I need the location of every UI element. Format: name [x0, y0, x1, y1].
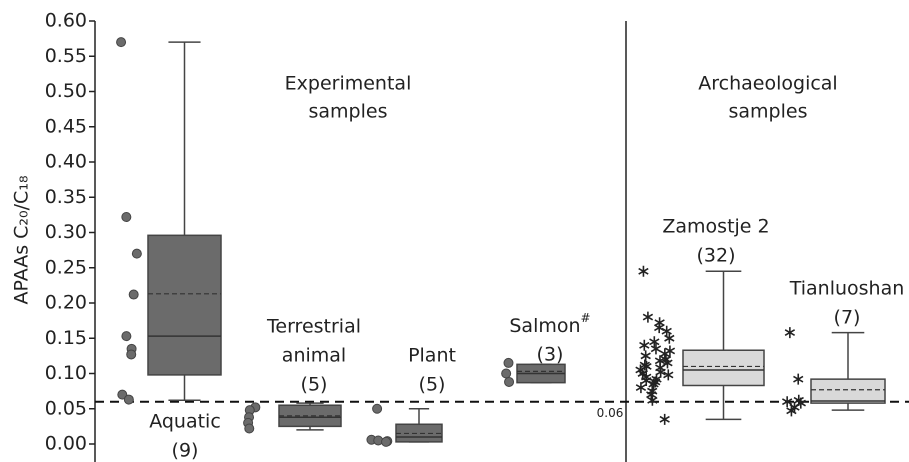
- data-point: [126, 349, 137, 360]
- y-tick-label: 0.45: [45, 115, 87, 137]
- data-point: [635, 382, 647, 394]
- group-count: (5): [419, 374, 446, 396]
- data-point: [501, 368, 512, 379]
- data-point: [649, 336, 660, 348]
- data-point: [639, 339, 650, 351]
- box: [810, 378, 886, 404]
- y-axis-label: APAAs C₂₀/C₁₈: [11, 175, 33, 304]
- y-tick-label: 0.15: [45, 327, 87, 349]
- data-point: [642, 311, 654, 323]
- data-point: [635, 364, 646, 376]
- data-point: [504, 376, 515, 387]
- data-point: [646, 389, 657, 401]
- y-tick-label: 0.00: [45, 433, 87, 455]
- group-label: Aquatic: [149, 411, 221, 433]
- data-point: [782, 396, 793, 408]
- group-label-text: Salmon: [509, 315, 580, 337]
- y-tick-label: 0.40: [45, 151, 87, 173]
- y-tick-label: 0.55: [45, 45, 87, 67]
- data-point: [659, 413, 670, 425]
- data-point: [117, 389, 128, 400]
- section-label: Archaeological: [698, 73, 837, 95]
- y-tick-label: 0.05: [45, 397, 87, 419]
- section-label: Experimental: [285, 73, 412, 95]
- section-label: samples: [729, 101, 808, 123]
- data-point: [372, 403, 383, 414]
- box: [395, 423, 443, 443]
- group-label: animal: [282, 345, 346, 367]
- data-point: [786, 405, 797, 417]
- group-label: Plant: [408, 345, 456, 367]
- y-tick-label: 0.20: [45, 292, 87, 314]
- data-point: [659, 348, 671, 360]
- data-point: [121, 211, 132, 222]
- y-tick-label: 0.50: [45, 80, 87, 102]
- data-point: [121, 331, 132, 342]
- group-count: (3): [537, 344, 564, 366]
- data-point: [131, 248, 142, 259]
- group-label: Zamostje 2: [662, 216, 769, 238]
- box: [147, 234, 222, 376]
- data-point: [381, 436, 392, 447]
- group-label: Salmon#: [509, 311, 590, 337]
- data-point: [664, 332, 675, 344]
- section-label: samples: [309, 101, 388, 123]
- group-count: (5): [301, 374, 328, 396]
- data-point: [655, 366, 666, 378]
- data-point: [784, 327, 796, 339]
- data-point: [663, 369, 674, 381]
- group-label: Tianluoshan: [789, 278, 905, 300]
- y-tick-label: 0.25: [45, 256, 87, 278]
- data-point: [503, 357, 514, 368]
- y-tick-label: 0.60: [45, 10, 87, 32]
- group-label: Terrestrial: [266, 316, 361, 338]
- data-point: [244, 423, 255, 434]
- data-point: [638, 265, 649, 277]
- data-point: [648, 378, 659, 390]
- data-point: [647, 394, 658, 406]
- reference-label: 0.06: [597, 406, 624, 420]
- data-point: [793, 373, 804, 385]
- group-label-sup: #: [581, 311, 591, 325]
- group-count: (32): [696, 245, 735, 267]
- box: [682, 349, 765, 387]
- data-point: [650, 343, 662, 355]
- group-count: (7): [834, 307, 861, 329]
- y-tick-label: 0.35: [45, 186, 87, 208]
- y-tick-label: 0.30: [45, 221, 87, 243]
- y-tick-label: 0.10: [45, 362, 87, 384]
- data-point: [123, 394, 134, 405]
- data-point: [128, 289, 139, 300]
- data-point: [640, 350, 651, 362]
- data-point: [116, 37, 127, 48]
- group-count: (9): [172, 440, 199, 462]
